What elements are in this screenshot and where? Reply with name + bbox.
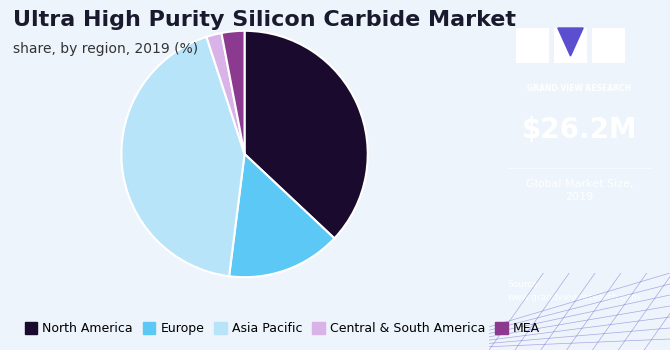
Text: share, by region, 2019 (%): share, by region, 2019 (%) [13, 42, 198, 56]
Wedge shape [222, 31, 245, 154]
FancyBboxPatch shape [554, 28, 587, 63]
Wedge shape [245, 31, 368, 238]
Text: GRAND VIEW RESEARCH: GRAND VIEW RESEARCH [527, 84, 632, 93]
Wedge shape [206, 33, 245, 154]
Text: Source:
www.grandviewresearch.com: Source: www.grandviewresearch.com [507, 280, 640, 301]
Polygon shape [558, 28, 583, 56]
FancyBboxPatch shape [517, 28, 549, 63]
Text: Global Market Size,
2019: Global Market Size, 2019 [526, 178, 633, 203]
Text: Ultra High Purity Silicon Carbide Market: Ultra High Purity Silicon Carbide Market [13, 10, 517, 30]
Wedge shape [229, 154, 334, 277]
FancyBboxPatch shape [592, 28, 624, 63]
Wedge shape [121, 37, 245, 276]
Text: $26.2M: $26.2M [522, 116, 637, 144]
Legend: North America, Europe, Asia Pacific, Central & South America, MEA: North America, Europe, Asia Pacific, Cen… [19, 317, 545, 340]
